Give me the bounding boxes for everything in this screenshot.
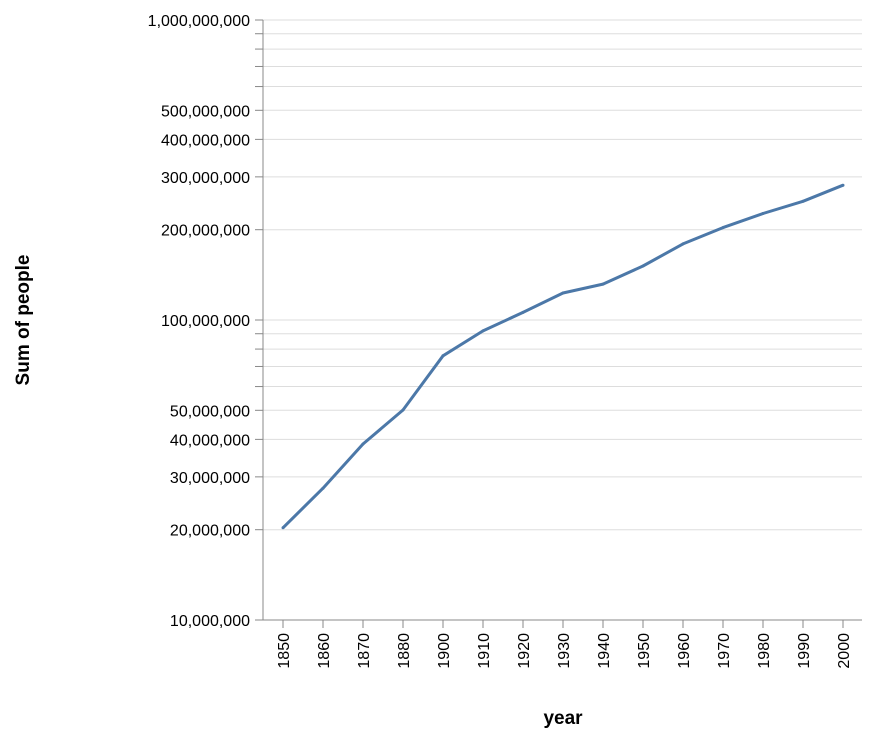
data-point xyxy=(841,183,845,187)
x-tick-label: 1900 xyxy=(436,633,453,669)
data-point xyxy=(321,486,325,490)
data-point xyxy=(401,408,405,412)
x-tick-label: 1870 xyxy=(356,633,373,669)
data-point xyxy=(441,354,445,358)
y-tick-label: 100,000,000 xyxy=(161,313,250,330)
x-tick-label: 1920 xyxy=(516,633,533,669)
data-point xyxy=(481,329,485,333)
data-point xyxy=(641,264,645,268)
data-point xyxy=(521,310,525,314)
x-tick-label: 1950 xyxy=(636,633,653,669)
y-tick-label: 10,000,000 xyxy=(170,613,250,630)
x-tick-label: 1980 xyxy=(756,633,773,669)
y-axis-title: Sum of people xyxy=(13,255,34,386)
y-tick-label: 300,000,000 xyxy=(161,170,250,187)
y-tick-label: 30,000,000 xyxy=(170,470,250,487)
data-point xyxy=(721,226,725,230)
x-tick-label: 1860 xyxy=(316,633,333,669)
y-tick-label: 40,000,000 xyxy=(170,432,250,449)
x-tick-label: 1850 xyxy=(276,633,293,669)
data-point xyxy=(681,242,685,246)
y-tick-label: 400,000,000 xyxy=(161,132,250,149)
y-tick-label: 50,000,000 xyxy=(170,403,250,420)
x-tick-label: 1930 xyxy=(556,633,573,669)
x-tick-label: 1990 xyxy=(796,633,813,669)
x-axis-title: year xyxy=(543,708,583,729)
x-tick-label: 1940 xyxy=(596,633,613,669)
series xyxy=(281,183,845,530)
data-point xyxy=(361,442,365,446)
x-tick-label: 1970 xyxy=(716,633,733,669)
x-axis-ticks: 1850 1860 1870 1880 1900 1910 1920 1930 1940 1950… xyxy=(276,620,853,669)
x-tick-label: 1910 xyxy=(476,633,493,669)
x-tick-label: 1880 xyxy=(396,633,413,669)
x-tick-label: 2000 xyxy=(836,633,853,669)
data-point xyxy=(761,211,765,215)
y-tick-label: 500,000,000 xyxy=(161,103,250,120)
y-tick-label: 1,000,000,000 xyxy=(148,13,250,30)
y-axis-ticks: 10,000,000 20,000,000 30,000,000 40,000,000… xyxy=(148,13,263,630)
grid xyxy=(263,19,862,621)
x-tick-label: 1960 xyxy=(676,633,693,669)
y-tick-label: 20,000,000 xyxy=(170,523,250,540)
data-point xyxy=(601,282,605,286)
data-point xyxy=(801,199,805,203)
data-point xyxy=(281,526,285,530)
data-point xyxy=(561,291,565,295)
y-tick-label: 200,000,000 xyxy=(161,223,250,240)
